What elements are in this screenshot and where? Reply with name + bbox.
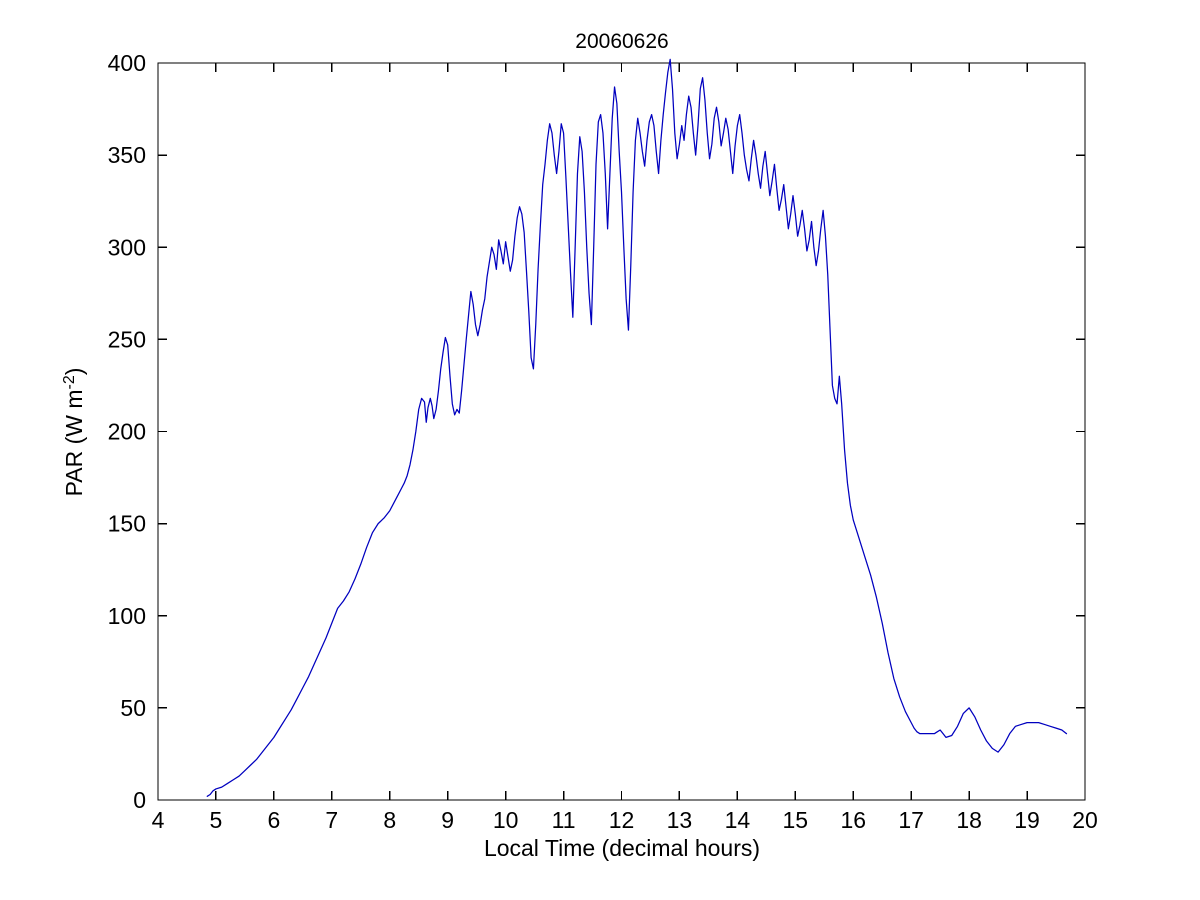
- x-tick-label: 10: [493, 807, 519, 833]
- y-tick-label: 200: [108, 419, 146, 445]
- x-axis-title: Local Time (decimal hours): [484, 835, 760, 861]
- x-tick-label: 18: [956, 807, 982, 833]
- y-tick-label: 50: [120, 695, 146, 721]
- y-axis-tick-labels: 0 50 100 150 200 250 300 350 400: [108, 50, 146, 813]
- x-axis-ticks: [157, 63, 1086, 800]
- x-tick-label: 14: [725, 807, 751, 833]
- x-tick-label: 13: [667, 807, 693, 833]
- y-axis-title-suffix: ): [61, 368, 87, 376]
- x-tick-label: 5: [210, 807, 223, 833]
- x-tick-label: 11: [552, 807, 576, 833]
- x-tick-label: 16: [840, 807, 866, 833]
- y-tick-label: 350: [108, 142, 146, 168]
- y-axis-title-main: PAR (W m: [61, 390, 87, 497]
- y-tick-label: 100: [108, 603, 146, 629]
- x-axis-tick-labels: 4 5 6 7 8 9 10 11 12 13 14 15 16 17 18 19 20: [152, 807, 1098, 833]
- x-tick-label: 8: [383, 807, 396, 833]
- y-axis-title: PAR (W m-2): [61, 368, 87, 497]
- x-tick-label: 12: [609, 807, 635, 833]
- y-axis-ticks: [158, 62, 1085, 801]
- plot-frame: [157, 62, 1086, 801]
- par-data-line: [206, 58, 1068, 797]
- y-tick-label: 0: [133, 787, 146, 813]
- y-axis-title-superscript: -2: [61, 375, 78, 389]
- x-tick-label: 6: [267, 807, 280, 833]
- y-tick-label: 150: [108, 511, 146, 537]
- x-tick-label: 19: [1014, 807, 1040, 833]
- x-tick-label: 9: [441, 807, 454, 833]
- x-tick-label: 15: [783, 807, 809, 833]
- y-tick-label: 300: [108, 234, 146, 260]
- y-tick-label: 250: [108, 326, 146, 352]
- x-tick-label: 7: [325, 807, 338, 833]
- chart-title: 20060626: [575, 30, 668, 53]
- x-tick-label: 17: [898, 807, 924, 833]
- x-tick-label: 20: [1072, 807, 1098, 833]
- x-tick-label: 4: [152, 807, 165, 833]
- y-tick-label: 400: [108, 50, 146, 76]
